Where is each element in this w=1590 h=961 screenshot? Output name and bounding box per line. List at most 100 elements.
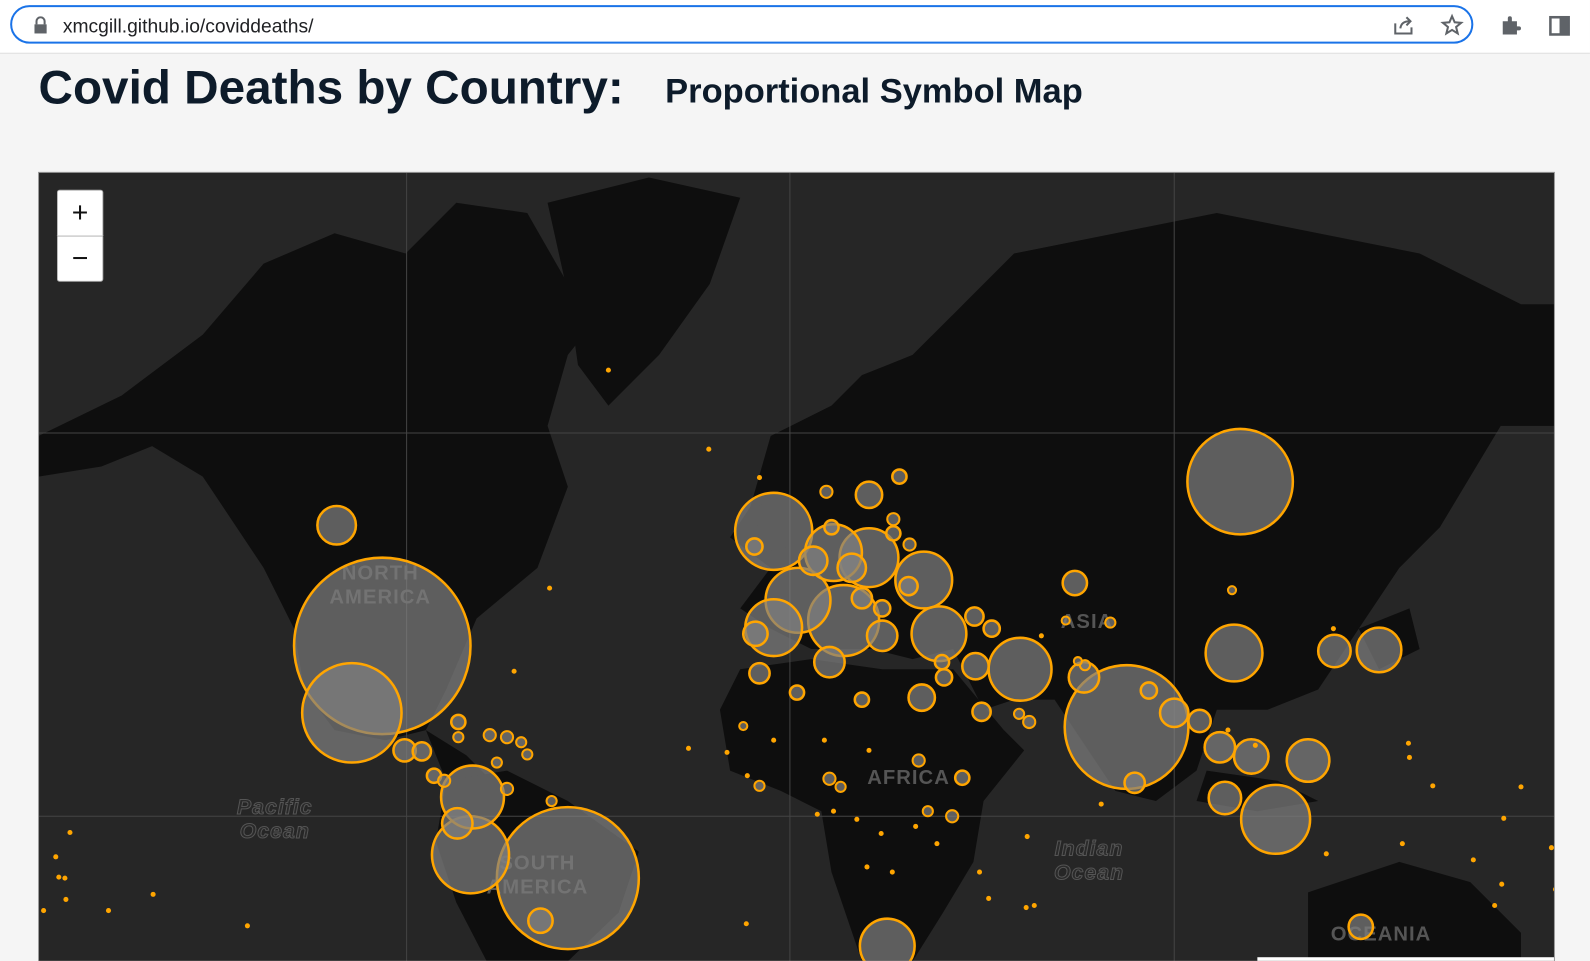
proportional-symbol [934, 667, 954, 687]
proportional-symbol [898, 575, 919, 597]
region-label: Pacific [237, 795, 313, 819]
proportional-symbol [1038, 633, 1044, 639]
extensions-icon[interactable] [1499, 13, 1523, 37]
proportional-symbol [1225, 727, 1231, 733]
proportional-symbol [1139, 681, 1159, 700]
browser-bar: xmcgill.github.io/coviddeaths/ [0, 0, 1590, 54]
proportional-symbol [819, 484, 834, 499]
proportional-symbol [521, 748, 534, 761]
proportional-symbol [1355, 626, 1403, 674]
proportional-symbol [878, 830, 884, 837]
proportional-symbol [1023, 904, 1029, 911]
proportional-symbol [1186, 427, 1295, 536]
proportional-symbol [56, 874, 62, 880]
proportional-symbol [891, 468, 908, 485]
proportional-symbol [850, 586, 874, 610]
region-label: Ocean [1054, 861, 1124, 885]
star-icon[interactable] [1440, 13, 1464, 37]
proportional-symbol [953, 769, 971, 787]
page-subtitle: Proportional Symbol Map [665, 71, 1083, 111]
proportional-symbol [1031, 902, 1037, 909]
proportional-symbol [1492, 902, 1498, 909]
proportional-symbol [515, 736, 528, 749]
proportional-symbol [748, 661, 771, 685]
proportional-symbol [866, 747, 872, 753]
proportional-symbol [1104, 616, 1117, 629]
proportional-symbol [1158, 697, 1190, 729]
proportional-symbol [858, 917, 916, 961]
proportional-symbol [1207, 780, 1243, 816]
proportional-symbol [706, 446, 712, 452]
proportional-symbol [933, 653, 951, 671]
proportional-symbol [788, 684, 806, 701]
proportional-symbol [921, 805, 934, 818]
zoom-out[interactable]: − [56, 236, 104, 282]
proportional-symbol [872, 599, 892, 618]
zoom-in[interactable]: + [56, 189, 104, 237]
proportional-symbol [547, 585, 553, 591]
proportional-symbol [834, 780, 847, 793]
proportional-symbol [62, 875, 68, 881]
map-frame [38, 171, 1555, 961]
proportional-symbol [67, 829, 73, 836]
proportional-symbol [1316, 633, 1352, 669]
proportional-symbol [437, 773, 452, 788]
proportional-symbol [685, 745, 692, 751]
proportional-symbol [1098, 801, 1104, 807]
proportional-symbol [741, 620, 769, 648]
proportional-symbol [1203, 730, 1237, 764]
proportional-symbol [756, 475, 763, 481]
region-label: OCEANIA [1331, 923, 1432, 945]
proportional-symbol [823, 518, 840, 536]
proportional-symbol [1022, 714, 1037, 730]
proportional-symbol [812, 645, 846, 679]
proportional-symbol [1061, 569, 1089, 597]
proportional-symbol [1187, 708, 1212, 734]
proportional-symbol [605, 367, 611, 373]
region-label: Indian [1055, 836, 1124, 860]
proportional-symbol [499, 781, 515, 796]
proportional-symbol [986, 895, 992, 901]
proportional-symbol [511, 668, 517, 674]
proportional-symbol [1405, 740, 1411, 746]
proportional-symbol [1204, 623, 1264, 683]
attribution [1257, 957, 1555, 961]
proportional-symbol [964, 606, 985, 627]
proportional-symbol [889, 869, 895, 875]
sidepanel-icon[interactable] [1547, 13, 1571, 37]
proportional-symbol [744, 773, 750, 779]
proportional-symbol [745, 537, 764, 556]
proportional-symbol [1232, 737, 1270, 775]
proportional-symbol [987, 636, 1053, 702]
proportional-symbol [150, 891, 156, 897]
region-label: AFRICA [867, 767, 950, 789]
region-label: ASIA [1061, 611, 1113, 633]
proportional-symbol [1226, 585, 1238, 596]
proportional-symbol [300, 661, 403, 764]
proportional-symbol [945, 809, 960, 824]
proportional-symbol [244, 923, 250, 929]
proportional-symbol [821, 737, 827, 743]
proportional-symbol [1060, 615, 1071, 626]
proportional-symbol [495, 805, 641, 951]
proportional-symbol [854, 816, 860, 822]
address-bar[interactable]: xmcgill.github.io/coviddeaths/ [10, 5, 1474, 44]
proportional-symbol [1347, 913, 1375, 941]
proportional-symbol [738, 720, 749, 732]
proportional-symbol [1285, 737, 1331, 784]
proportional-symbol [1072, 656, 1083, 667]
proportional-symbol [1323, 851, 1329, 857]
proportional-symbol [865, 619, 899, 653]
proportional-symbol [753, 779, 766, 792]
proportional-symbol [1252, 742, 1258, 748]
proportional-symbol [53, 854, 59, 860]
proportional-symbol [411, 740, 433, 762]
proportional-symbol [797, 545, 829, 577]
proportional-symbol [1239, 783, 1312, 856]
land [38, 177, 1555, 961]
share-icon[interactable] [1391, 13, 1415, 37]
proportional-symbol [490, 756, 503, 769]
